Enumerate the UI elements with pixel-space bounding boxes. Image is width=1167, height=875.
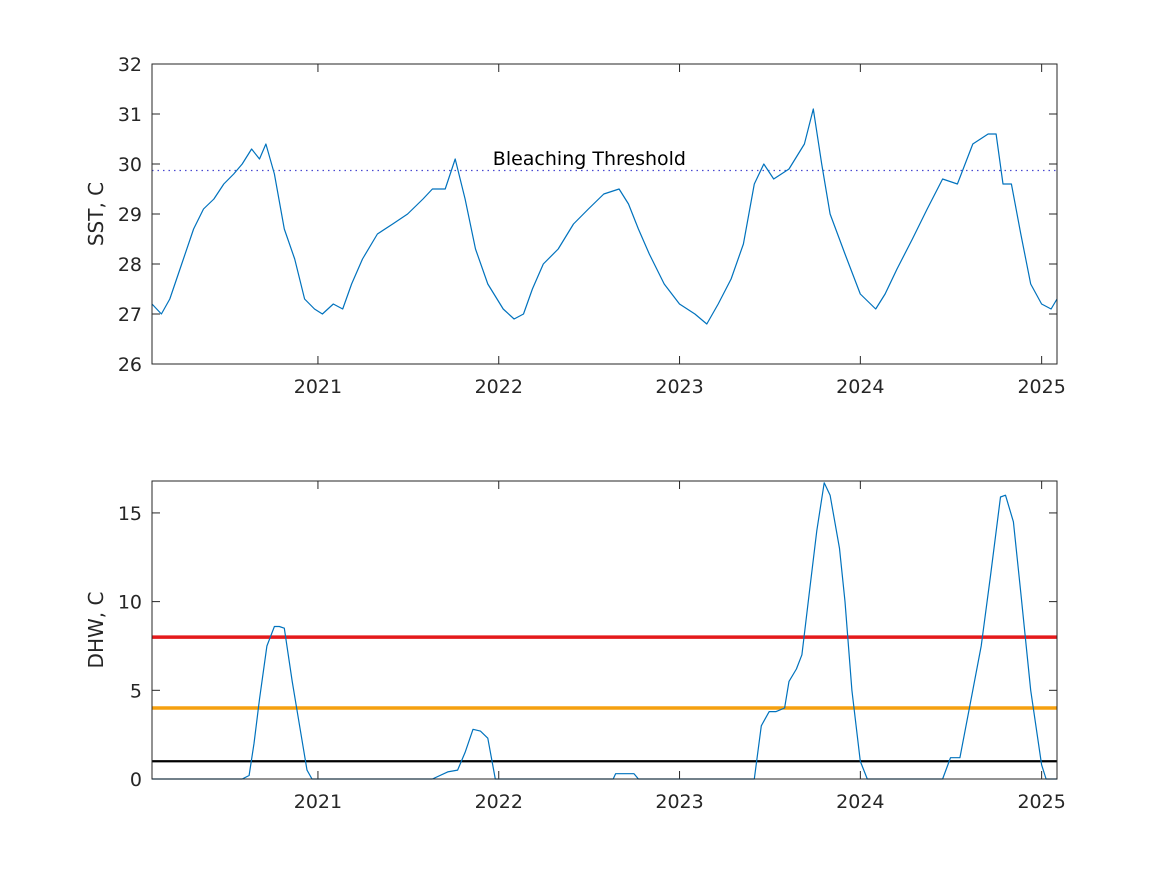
bleaching-threshold-label: Bleaching Threshold [493,148,686,170]
sst-y-axis-label: SST, C [84,182,108,246]
x-tick-label: 2025 [1017,791,1065,813]
x-tick-label: 2023 [655,791,703,813]
reference-lines [152,635,1057,763]
x-tick-label: 2022 [475,376,523,398]
y-tick-label: 27 [118,304,142,326]
x-tick-label: 2023 [655,376,703,398]
dhw-axes-frame [151,480,1058,780]
y-tick-label: 0 [130,769,142,791]
dhw-series-line [152,482,1057,780]
x-tick-label: 2024 [836,376,884,398]
x-tick-label: 2021 [294,791,342,813]
y-tick-label: 32 [118,54,142,76]
y-tick-label: 10 [118,592,142,614]
x-axis-ticks: 2021 2022 2023 2024 2025 [294,64,1066,398]
y-axis-ticks: 0 5 10 15 [118,503,1057,791]
x-axis-ticks: 2021 2022 2023 2024 2025 [294,481,1066,813]
y-tick-label: 26 [118,354,142,376]
y-tick-label: 5 [130,680,142,702]
dhw-panel: 0 5 10 15 2021 2022 2023 2024 2025 DHW, C [84,480,1066,813]
y-tick-label: 15 [118,503,142,525]
sst-axes-frame [151,63,1058,365]
y-tick-label: 30 [118,154,142,176]
y-tick-label: 28 [118,254,142,276]
dhw-y-axis-label: DHW, C [84,592,108,669]
sst-panel: 26 27 28 29 30 31 32 2021 2022 2023 2024 2025 Blea… [84,54,1066,398]
y-tick-label: 31 [118,104,142,126]
sst-series-line [151,108,1058,325]
x-tick-label: 2022 [475,791,523,813]
x-tick-label: 2025 [1017,376,1065,398]
y-tick-label: 29 [118,204,142,226]
x-tick-label: 2024 [836,791,884,813]
x-tick-label: 2021 [294,376,342,398]
